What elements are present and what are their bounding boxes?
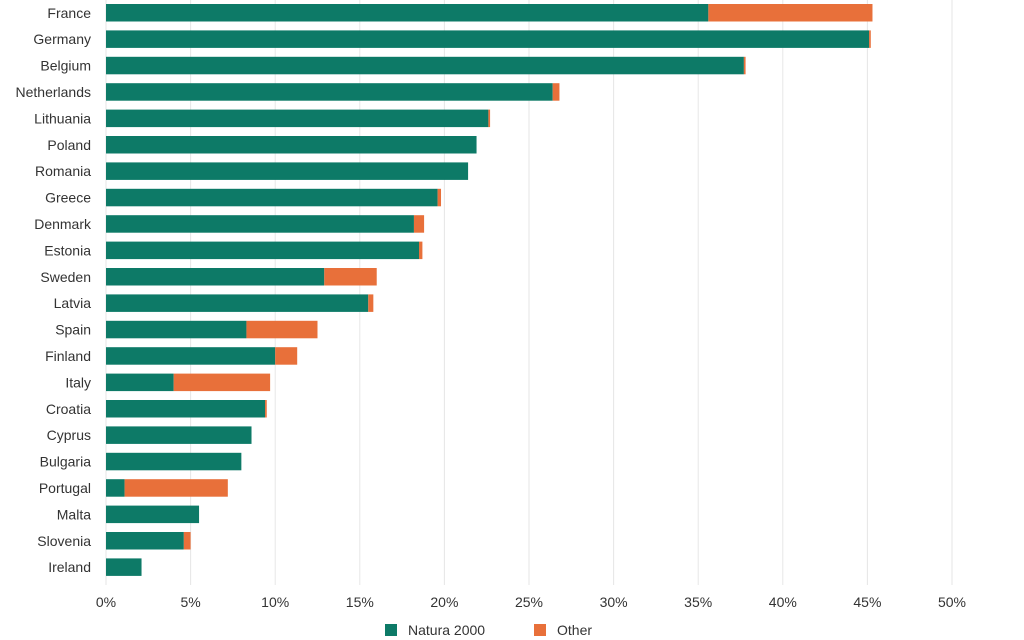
category-label: France (47, 5, 91, 21)
category-label: Lithuania (34, 110, 91, 126)
x-tick-label: 0% (96, 594, 116, 610)
legend-label-natura: Natura 2000 (408, 622, 485, 638)
bar-natura-2000 (106, 505, 200, 524)
bar-natura-2000 (106, 268, 325, 286)
bar-other (419, 241, 423, 260)
legend-swatch-other (534, 624, 546, 636)
bar-other (124, 479, 228, 497)
x-axis-ticks: 0% 5% 10% 15% 20% 25% 30% 35% 40% 45% 50% (96, 594, 966, 610)
category-label: Finland (45, 348, 91, 364)
category-label: Portugal (39, 480, 91, 496)
bar-natura-2000 (106, 479, 125, 497)
category-label: Cyprus (47, 427, 91, 443)
bar-natura-2000 (106, 426, 252, 444)
category-label: Slovenia (37, 533, 91, 549)
bar-natura-2000 (106, 558, 142, 576)
category-label: Ireland (48, 559, 91, 575)
bar-natura-2000 (106, 4, 709, 22)
category-label: Latvia (54, 295, 92, 311)
bar-other (488, 109, 491, 128)
bar-other (246, 320, 318, 339)
bar-natura-2000 (106, 452, 242, 471)
bar-other (324, 268, 377, 286)
x-tick-label: 5% (180, 594, 200, 610)
bar-other (173, 373, 271, 392)
bar-natura-2000 (106, 136, 477, 154)
category-label: Italy (65, 374, 91, 390)
bar-other (552, 83, 560, 101)
x-tick-label: 45% (853, 594, 881, 610)
bar-natura-2000 (106, 400, 266, 418)
category-label: Malta (57, 506, 91, 522)
bar-other (743, 56, 746, 75)
legend: Natura 2000 Other (385, 622, 592, 638)
category-label: Estonia (44, 242, 91, 258)
bars (106, 4, 873, 576)
bar-other (708, 4, 873, 22)
bar-other (437, 188, 442, 207)
x-tick-label: 50% (938, 594, 966, 610)
category-label: Denmark (34, 216, 92, 232)
category-label: Bulgaria (40, 454, 92, 470)
bar-natura-2000 (106, 373, 174, 392)
x-tick-label: 20% (430, 594, 458, 610)
category-labels: France Germany Belgium Netherlands Lithuania… (16, 5, 92, 575)
category-label: Germany (33, 31, 91, 47)
bar-natura-2000 (106, 56, 744, 75)
legend-label-other: Other (557, 622, 592, 638)
bar-natura-2000 (106, 215, 414, 233)
bar-natura-2000 (106, 109, 489, 128)
bar-natura-2000 (106, 347, 276, 365)
category-label: Poland (47, 137, 91, 153)
bar-natura-2000 (106, 294, 369, 312)
x-tick-label: 40% (769, 594, 797, 610)
x-tick-label: 10% (261, 594, 289, 610)
bar-natura-2000 (106, 241, 420, 260)
x-tick-label: 25% (515, 594, 543, 610)
category-label: Netherlands (16, 84, 92, 100)
bar-natura-2000 (106, 188, 438, 207)
bar-other (183, 532, 191, 550)
category-label: Greece (45, 190, 91, 206)
bar-other (869, 30, 871, 48)
x-tick-label: 35% (684, 594, 712, 610)
category-label: Belgium (40, 58, 91, 74)
category-label: Spain (55, 322, 91, 338)
bar-natura-2000 (106, 30, 870, 48)
x-tick-label: 30% (600, 594, 628, 610)
bar-natura-2000 (106, 532, 184, 550)
bar-other (265, 400, 267, 418)
category-label: Romania (35, 163, 91, 179)
bar-other (368, 294, 374, 312)
bar-other (413, 215, 425, 233)
bar-other (275, 347, 298, 365)
bar-natura-2000 (106, 83, 553, 101)
bar-natura-2000 (106, 162, 469, 180)
x-tick-label: 15% (346, 594, 374, 610)
category-label: Sweden (40, 269, 91, 285)
category-label: Croatia (46, 401, 91, 417)
bar-natura-2000 (106, 320, 247, 339)
legend-swatch-natura (385, 624, 397, 636)
